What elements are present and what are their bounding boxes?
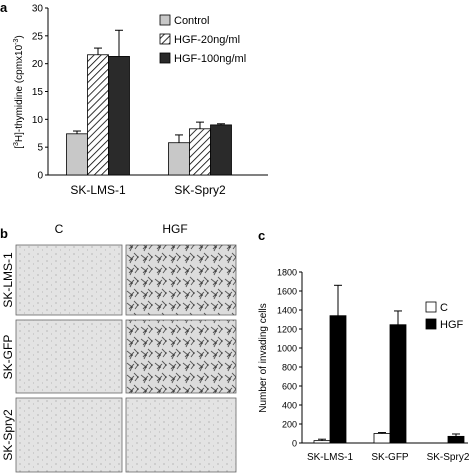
c-y-tick-label-4: 800 <box>282 363 297 373</box>
a-y-tick-label-4: 20 <box>32 59 44 70</box>
a-category-label-0: SK-LMS-1 <box>70 183 126 197</box>
panel-b-row-label-sk-gfp: SK-GFP <box>1 335 15 380</box>
panel-c-chart: 0 200 400 600 800 1000 1200 1400 1600 1800 SK-LMS… <box>258 268 470 464</box>
micrograph-sk-gfp-control <box>15 319 123 394</box>
micrograph-sk-lms1-hgf <box>125 244 237 316</box>
a-legend-label-0: Control <box>174 15 209 27</box>
a-ylabel-part-4: -3 <box>13 38 20 44</box>
c-bar-hgf-2 <box>447 435 465 444</box>
a-legend-swatch-0 <box>159 14 171 26</box>
c-bar-c-0 <box>313 440 331 444</box>
c-legend-label-0: C <box>440 302 448 314</box>
a-y-tick-label-1: 5 <box>37 143 43 154</box>
a-bar-hgf-20ng-ml-1 <box>189 128 211 176</box>
panel-b-row-label-sk-spry2: SK-Spry2 <box>1 409 15 461</box>
micrograph-sk-gfp-hgf <box>125 319 237 394</box>
panel-b-row-label-sk-lms1: SK-LMS-1 <box>1 252 15 308</box>
c-y-tick-label-5: 1000 <box>277 344 297 354</box>
a-bar-hgf-20ng-ml-0 <box>87 54 109 176</box>
a-ylabel-part-3: H]-thymidine (cpmx10 <box>14 44 25 142</box>
c-bar-hgf-1 <box>389 324 407 444</box>
a-y-tick-label-6: 30 <box>32 4 44 15</box>
c-legend-swatch-1 <box>425 318 437 330</box>
c-category-label-2: SK-Spry2 <box>427 452 470 463</box>
c-legend-swatch-0 <box>425 301 437 313</box>
micrograph-sk-spry2-hgf <box>125 397 237 473</box>
a-y-tick-label-0: 0 <box>37 171 43 182</box>
panel-a-chart: 0 5 10 15 20 25 30 SK-LMS-1 SK-Spry2 [3H]-thymi… <box>13 4 268 197</box>
a-ylabel-part-5: ) <box>14 35 25 38</box>
c-y-tick-label-1: 200 <box>282 420 297 430</box>
a-legend-swatch-1 <box>159 33 171 45</box>
c-bar-c-1 <box>373 433 391 444</box>
a-y-tick-label-2: 10 <box>32 115 44 126</box>
c-bar-hgf-0 <box>329 315 347 444</box>
panel-b-col-label-hgf: HGF <box>162 222 187 236</box>
panel-c-y-axis-label: Number of invading cells <box>258 303 269 413</box>
panel-a-legend: Control HGF-20ng/ml HGF-100ng/ml <box>159 14 246 65</box>
a-bar-hgf-100ng-ml-1 <box>210 124 232 176</box>
c-y-tick-label-0: 0 <box>292 439 297 449</box>
c-legend-label-1: HGF <box>440 319 464 331</box>
a-category-label-1: SK-Spry2 <box>174 183 226 197</box>
c-category-label-1: SK-GFP <box>371 452 409 463</box>
a-legend-label-2: HGF-100ng/ml <box>174 53 246 65</box>
c-y-tick-label-9: 1800 <box>277 268 297 278</box>
c-y-tick-label-6: 1200 <box>277 325 297 335</box>
a-y-tick-label-5: 25 <box>32 31 44 42</box>
a-bar-control-1 <box>168 142 190 176</box>
a-bar-hgf-100ng-ml-0 <box>108 56 130 176</box>
c-y-tick-label-8: 1600 <box>277 287 297 297</box>
panel-b-micrographs: C HGF SK-LMS-1 SK-GFP SK-Spry2 <box>1 222 237 473</box>
panel-a-y-axis-label: [3H]-thymidine (cpmx10-3) <box>13 35 25 149</box>
c-y-tick-label-2: 400 <box>282 401 297 411</box>
a-ylabel-part-2: 3 <box>13 142 20 146</box>
c-y-tick-label-3: 600 <box>282 382 297 392</box>
panel-label-b: b <box>0 226 8 241</box>
panel-b-col-label-c: C <box>55 222 64 236</box>
c-category-label-0: SK-LMS-1 <box>307 452 354 463</box>
a-bar-control-0 <box>66 133 88 176</box>
a-y-tick-label-3: 15 <box>32 87 44 98</box>
panel-c-legend: C HGF <box>425 301 464 331</box>
micrograph-sk-spry2-control <box>15 397 123 473</box>
a-ylabel-part-1: [ <box>14 146 25 149</box>
a-legend-label-1: HGF-20ng/ml <box>174 34 240 46</box>
micrograph-sk-lms1-control <box>15 244 123 316</box>
a-legend-swatch-2 <box>159 52 171 64</box>
c-y-tick-label-7: 1400 <box>277 306 297 316</box>
panel-label-a: a <box>0 0 8 15</box>
panel-label-c: c <box>258 228 265 243</box>
